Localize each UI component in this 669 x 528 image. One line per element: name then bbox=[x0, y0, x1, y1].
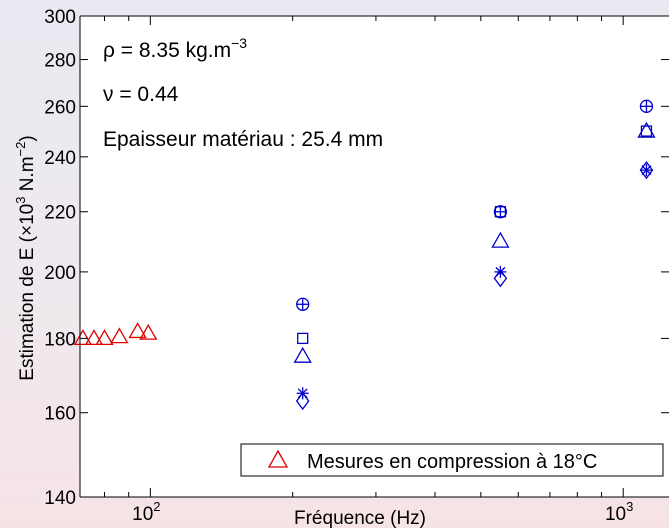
data-point bbox=[637, 121, 656, 138]
x-axis-label: Fréquence (Hz) bbox=[294, 508, 426, 528]
triangle-marker bbox=[139, 323, 158, 340]
data-point bbox=[491, 231, 510, 248]
data-point bbox=[297, 332, 309, 345]
data-point bbox=[128, 322, 147, 339]
x-tick-label: 102 bbox=[132, 499, 160, 525]
plot-area bbox=[80, 16, 669, 497]
data-point bbox=[293, 346, 312, 363]
y-tick-label: 240 bbox=[44, 148, 76, 169]
y-tick-label: 200 bbox=[44, 263, 76, 284]
annotation-thickness: Epaisseur matériau : 25.4 mm bbox=[103, 128, 383, 151]
x-tick-label: 103 bbox=[605, 499, 633, 525]
y-tick-label: 260 bbox=[44, 97, 76, 118]
data-markers bbox=[73, 99, 656, 411]
y-tick-label: 220 bbox=[44, 203, 76, 224]
legend-box bbox=[240, 443, 664, 477]
data-point bbox=[139, 323, 158, 340]
data-point bbox=[95, 329, 114, 346]
data-point bbox=[493, 269, 508, 288]
y-axis-label: Estimation de E (×103 N.m−2) bbox=[13, 135, 38, 380]
legend-label: Mesures en compression à 18°C bbox=[307, 451, 597, 473]
data-point bbox=[639, 161, 654, 180]
data-point bbox=[494, 206, 507, 218]
annotation-density: ρ = 8.35 kg.m−3 bbox=[103, 35, 247, 62]
data-point bbox=[639, 99, 654, 113]
legend: Mesures en compression à 18°C bbox=[240, 443, 664, 477]
triangle-marker bbox=[73, 329, 92, 346]
data-point bbox=[493, 205, 508, 219]
triangle-marker bbox=[293, 346, 312, 363]
data-point bbox=[295, 391, 310, 411]
data-point bbox=[84, 329, 104, 346]
triangle-marker bbox=[491, 231, 510, 248]
axis-ticks: 140 160 180 200 220 240 260 280 300 102 103 bbox=[44, 7, 669, 525]
data-point bbox=[640, 164, 653, 177]
square-marker bbox=[494, 206, 507, 218]
diamond-marker bbox=[493, 269, 508, 288]
diamond-marker bbox=[295, 391, 310, 411]
square-marker bbox=[297, 332, 309, 345]
data-point bbox=[110, 327, 129, 344]
annotation-poisson: ν = 0.44 bbox=[103, 83, 179, 106]
y-tick-label: 180 bbox=[44, 329, 76, 350]
data-point bbox=[73, 329, 92, 346]
triangle-marker bbox=[84, 329, 104, 346]
triangle-marker bbox=[128, 322, 147, 339]
y-tick-label: 300 bbox=[44, 7, 76, 28]
legend-triangle-marker bbox=[267, 449, 289, 468]
y-tick-label: 280 bbox=[44, 51, 76, 72]
y-tick-label: 140 bbox=[44, 488, 76, 509]
triangle-marker bbox=[637, 121, 656, 138]
diamond-marker bbox=[639, 161, 654, 180]
triangle-marker bbox=[110, 327, 129, 344]
data-point bbox=[296, 297, 310, 311]
triangle-marker bbox=[95, 329, 114, 346]
y-tick-label: 160 bbox=[44, 404, 76, 425]
